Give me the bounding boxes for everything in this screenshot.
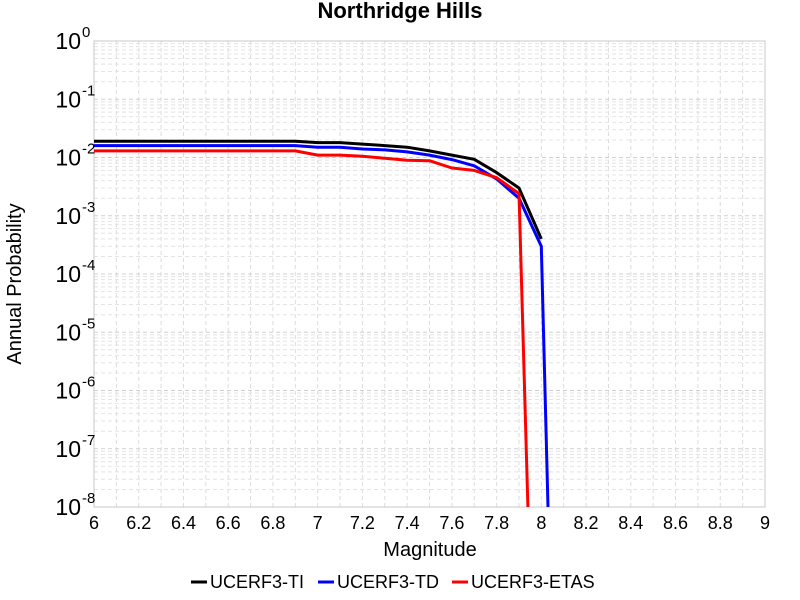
y-tick-exponent: -1 [82,82,95,99]
x-tick-label: 9 [760,513,770,533]
grid-lines [93,41,766,508]
x-tick-label: 6 [89,513,99,533]
y-tick-label: 10 -7 [55,432,95,462]
x-tick-label: 6.8 [260,513,285,533]
y-tick-base: 10 [55,436,81,462]
x-axis-label: Magnitude [383,539,476,561]
x-tick-label: 7.8 [484,513,509,533]
y-tick-label: 10 -8 [55,490,95,520]
y-tick-exponent: -4 [82,257,95,274]
x-tick-label: 7 [313,513,323,533]
y-tick-exponent: 0 [82,24,90,41]
series-lines [94,139,550,508]
series-line-ucerf3-ti [94,139,543,240]
y-tick-base: 10 [55,28,81,54]
x-axis-ticks: 6 6.2 6.4 6.6 6.8 7 7.2 7.4 7.6 7.8 8 8.2 8.4 8.6 8.8 9 [89,513,770,533]
y-tick-exponent: -3 [82,199,95,216]
series-line-ucerf3-td [94,144,550,508]
x-tick-label: 7.2 [350,513,375,533]
y-tick-base: 10 [55,378,81,404]
y-tick-exponent: -8 [82,490,95,507]
y-tick-exponent: -5 [82,315,95,332]
legend-item: UCERF3-ETAS [452,572,595,592]
legend-label: UCERF3-TI [210,572,304,592]
y-tick-exponent: -6 [82,374,95,391]
y-tick-base: 10 [55,203,81,229]
x-tick-label: 8.6 [663,513,688,533]
y-tick-base: 10 [55,319,81,345]
y-tick-exponent: -2 [82,141,95,158]
y-tick-label: 10 0 [55,24,90,54]
y-tick-base: 10 [55,145,81,171]
x-tick-label: 8.2 [574,513,599,533]
chart-title: Northridge Hills [317,0,482,23]
series-line-ucerf3-etas [94,149,530,508]
legend-item: UCERF3-TD [318,572,439,592]
x-tick-label: 6.4 [171,513,196,533]
x-tick-label: 6.2 [126,513,151,533]
x-tick-label: 8 [536,513,546,533]
y-tick-label: 10 -6 [55,374,95,404]
legend-item: UCERF3-TI [191,572,304,592]
y-tick-label: 10 -3 [55,199,95,229]
legend: UCERF3-TI UCERF3-TD UCERF3-ETAS [191,572,595,592]
x-tick-label: 7.6 [439,513,464,533]
plot-area-frame [93,40,766,508]
legend-label: UCERF3-TD [337,572,439,592]
y-tick-label: 10 -1 [55,82,95,112]
y-tick-label: 10 -2 [55,141,95,171]
y-tick-label: 10 -5 [55,315,95,345]
x-tick-label: 8.4 [618,513,643,533]
x-tick-label: 8.8 [708,513,733,533]
y-tick-base: 10 [55,494,81,520]
y-tick-base: 10 [55,261,81,287]
y-axis-label: Annual Probability [4,203,26,364]
x-tick-label: 7.4 [395,513,420,533]
y-tick-exponent: -7 [82,432,95,449]
y-tick-base: 10 [55,86,81,112]
y-tick-label: 10 -4 [55,257,95,287]
legend-label: UCERF3-ETAS [471,572,595,592]
x-tick-label: 6.6 [216,513,241,533]
